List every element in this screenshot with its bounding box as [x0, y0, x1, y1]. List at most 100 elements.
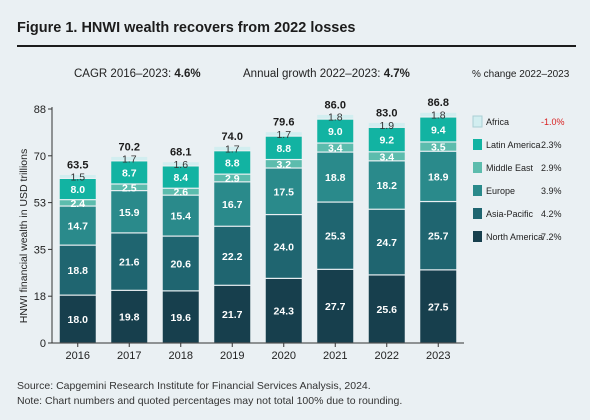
- total-label: 68.1: [170, 147, 191, 159]
- legend-change: 7.2%: [541, 232, 562, 242]
- data-label: 8.8: [276, 143, 291, 155]
- total-label: 83.0: [376, 107, 397, 119]
- legend-swatch-latin-america: [473, 139, 482, 150]
- x-tick-label: 2020: [272, 350, 296, 362]
- bar-segment-latin-america-2019: [214, 151, 251, 174]
- legend-change: 2.3%: [541, 140, 562, 150]
- bar-segment-north-america-2016: [59, 295, 96, 343]
- x-tick-label: 2016: [66, 350, 90, 362]
- legend-swatch-europe: [473, 185, 482, 196]
- bar-segment-middle-east-2017: [111, 184, 148, 191]
- title-rule: [17, 45, 576, 47]
- data-label: 1.8: [431, 110, 446, 122]
- bar-segment-middle-east-2022: [368, 152, 405, 161]
- x-tick-label: 2017: [117, 350, 141, 362]
- data-label: 1.7: [122, 154, 137, 166]
- legend-change: 3.9%: [541, 186, 562, 196]
- bar-segment-africa-2023: [420, 112, 457, 117]
- data-label: 3.5: [431, 142, 446, 154]
- bar-segment-middle-east-2020: [265, 160, 302, 168]
- data-label: 2.5: [122, 182, 137, 194]
- legend-label: Middle East: [486, 163, 534, 173]
- total-label: 79.6: [273, 117, 294, 129]
- bar-segment-north-america-2018: [162, 291, 199, 343]
- data-label: 2.6: [173, 187, 188, 199]
- legend-swatch-middle-east: [473, 162, 482, 173]
- source-note: Source: Capgemini Research Institute for…: [17, 380, 371, 392]
- cagr-value: 4.6%: [174, 68, 201, 80]
- data-label: 1.9: [379, 120, 394, 132]
- data-label: 1.7: [225, 143, 240, 155]
- bar-segment-asia-pacific-2021: [317, 202, 354, 269]
- data-label: 25.3: [325, 231, 346, 243]
- bar-segment-north-america-2023: [420, 270, 457, 343]
- total-label: 86.0: [325, 99, 346, 111]
- cagr-text: CAGR 2016–2023: 4.6%: [74, 68, 201, 80]
- y-tick-label: 18: [34, 291, 46, 303]
- x-tick-label: 2019: [220, 350, 244, 362]
- bar-segment-middle-east-2018: [162, 188, 199, 195]
- data-label: 18.9: [428, 171, 449, 183]
- bar-segment-latin-america-2016: [59, 179, 96, 200]
- pct-change-header: % change 2022–2023: [472, 69, 570, 80]
- chart-title: Figure 1. HNWI wealth recovers from 2022…: [17, 20, 356, 36]
- bar-segment-latin-america-2022: [368, 127, 405, 152]
- bar-segment-latin-america-2020: [265, 136, 302, 159]
- data-label: 8.4: [173, 172, 188, 184]
- bar-segment-europe-2019: [214, 182, 251, 226]
- bar-segment-africa-2017: [111, 156, 148, 161]
- bar-segment-africa-2020: [265, 132, 302, 136]
- data-label: 15.9: [119, 207, 140, 219]
- annual-growth-value: 4.7%: [383, 68, 410, 80]
- bar-segment-africa-2018: [162, 162, 199, 166]
- bar-segment-europe-2018: [162, 195, 199, 236]
- data-label: 8.7: [122, 167, 137, 179]
- bar-segment-latin-america-2018: [162, 166, 199, 188]
- total-label: 63.5: [67, 159, 88, 171]
- y-tick-label: 53: [34, 198, 46, 210]
- total-label: 86.8: [428, 97, 449, 109]
- bar-segment-asia-pacific-2020: [265, 215, 302, 278]
- data-label: 20.6: [171, 258, 192, 270]
- bar-segment-europe-2016: [59, 206, 96, 245]
- bar-segment-europe-2023: [420, 151, 457, 201]
- data-label: 3.4: [379, 151, 394, 163]
- bar-segment-middle-east-2019: [214, 174, 251, 182]
- data-label: 21.6: [119, 257, 140, 269]
- legend-label: North America: [486, 232, 543, 242]
- data-label: 3.4: [328, 143, 343, 155]
- bar-segment-asia-pacific-2017: [111, 233, 148, 290]
- data-label: 16.7: [222, 199, 243, 211]
- annual-growth-text: Annual growth 2022–2023: 4.7%: [243, 68, 410, 80]
- data-label: 15.4: [171, 211, 192, 223]
- rounding-note: Note: Chart numbers and quoted percentag…: [17, 395, 403, 407]
- legend-swatch-asia-pacific: [473, 208, 482, 219]
- bar-segment-middle-east-2021: [317, 143, 354, 152]
- legend-change: 2.9%: [541, 163, 562, 173]
- data-label: 27.7: [325, 301, 346, 313]
- bar-segment-asia-pacific-2019: [214, 226, 251, 285]
- bar-segment-middle-east-2023: [420, 142, 457, 151]
- data-label: 3.2: [276, 159, 291, 171]
- data-label: 24.0: [274, 241, 295, 253]
- data-label: 25.7: [428, 231, 449, 243]
- bar-segment-north-america-2017: [111, 290, 148, 343]
- bar-segment-europe-2020: [265, 168, 302, 214]
- bar-segment-africa-2022: [368, 122, 405, 127]
- bar-segment-africa-2019: [214, 146, 251, 151]
- y-tick-label: 70: [34, 151, 46, 163]
- x-tick-label: 2021: [323, 350, 347, 362]
- y-tick-label: 0: [40, 338, 46, 350]
- bar-segment-asia-pacific-2023: [420, 202, 457, 270]
- cagr-label: CAGR 2016–2023:: [74, 68, 172, 80]
- data-label: 8.0: [70, 184, 85, 196]
- data-label: 24.7: [377, 237, 398, 249]
- data-label: 2.9: [225, 173, 240, 185]
- x-tick-label: 2018: [169, 350, 193, 362]
- legend-swatch-north-america: [473, 231, 482, 242]
- legend-swatch-africa: [472, 115, 483, 128]
- data-label: 1.8: [328, 112, 343, 124]
- bar-segment-latin-america-2021: [317, 119, 354, 143]
- data-label: 18.0: [68, 314, 89, 326]
- data-label: 9.0: [328, 126, 343, 138]
